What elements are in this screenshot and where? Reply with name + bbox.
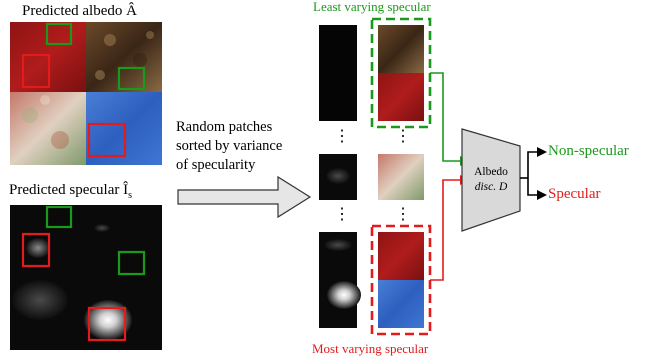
ellipsis-dots: ⋮ ⋮ ⋮ ⋮	[334, 128, 411, 223]
specular-red-box-1	[21, 232, 51, 268]
specular-image	[10, 205, 162, 350]
disc-label-line-2: disc. D	[475, 181, 508, 193]
albedo-red-box-2	[87, 122, 127, 158]
specular-patch-top	[319, 25, 357, 121]
albedo-red-box-1	[21, 53, 51, 89]
albedo-green-box-1	[45, 22, 73, 46]
least-varying-caption: Least varying specular	[313, 0, 431, 14]
ellipsis-1: ⋮	[334, 128, 350, 145]
sort-arrow	[177, 175, 312, 219]
disc-label-line-1: Albedo	[474, 166, 508, 178]
specular-image-grid	[10, 205, 162, 350]
specular-red-box-2	[87, 306, 127, 342]
output-arrow-non-specular	[527, 147, 547, 178]
albedo-patch-column	[378, 25, 424, 328]
random-patches-line-2: sorted by variance	[176, 138, 283, 154]
albedo-tile-brown-pattern	[86, 22, 162, 92]
red-connector-arrow	[430, 175, 470, 281]
predicted-specular-label: Predicted specular Î	[9, 182, 129, 198]
ellipsis-3: ⋮	[334, 206, 350, 223]
albedo-patch-red-top	[378, 73, 424, 121]
albedo-patch-brown	[378, 25, 424, 73]
albedo-tile-floral	[10, 92, 86, 165]
random-patches-line-1: Random patches	[176, 119, 273, 135]
albedo-discriminator-shape	[461, 128, 521, 232]
random-patches-caption: Random patches sorted by variance of spe…	[176, 118, 282, 175]
albedo-green-box-2	[117, 66, 146, 91]
specular-green-box-2	[117, 250, 146, 276]
specular-green-box-1	[45, 205, 73, 229]
albedo-image-grid	[10, 22, 162, 165]
ellipsis-4: ⋮	[395, 206, 411, 223]
output-arrow-specular	[527, 178, 547, 200]
albedo-patch-floral	[378, 154, 424, 200]
specular-patch-column	[319, 25, 361, 328]
predicted-specular-subscript: s	[128, 190, 133, 201]
albedo-patch-blue	[378, 280, 424, 328]
specular-label: Specular	[548, 186, 601, 202]
most-varying-caption: Most varying specular	[312, 341, 429, 356]
predicted-specular-title: Predicted specular Îs	[9, 182, 132, 201]
albedo-patch-red-bottom	[378, 232, 424, 280]
non-specular-label: Non-specular	[548, 143, 629, 159]
random-patches-line-3: of specularity	[176, 157, 256, 173]
ellipsis-2: ⋮	[395, 128, 411, 145]
predicted-albedo-title: Predicted albedo Â	[22, 3, 137, 19]
green-connector-arrow	[430, 72, 470, 166]
